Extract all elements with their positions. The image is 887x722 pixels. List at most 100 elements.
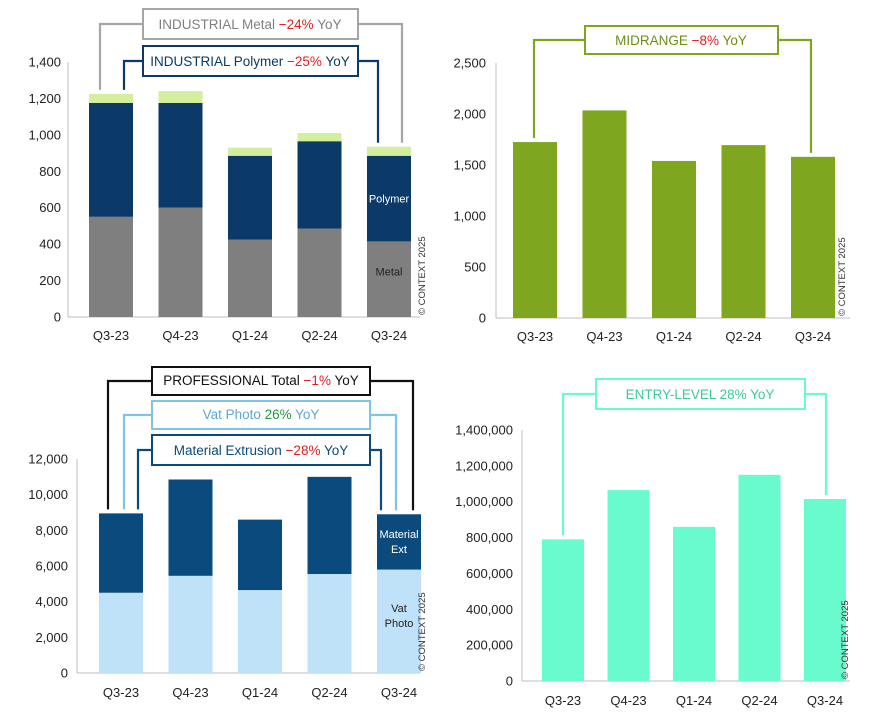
bar-segment	[89, 216, 133, 317]
bar-segment	[721, 145, 766, 318]
annotation-text: PROFESSIONAL Total −1% YoY	[163, 373, 359, 388]
annotation-bracket	[98, 22, 404, 143]
y-tick-label: 1,500	[453, 158, 486, 173]
bar-segment	[89, 102, 133, 217]
annotation-label: Vat Photo	[203, 407, 265, 422]
x-tick-label: Q4-23	[610, 693, 646, 708]
series-label: Material Ext	[379, 529, 418, 556]
y-tick-label: 2,000	[35, 630, 68, 645]
y-tick-label: 1,000	[28, 127, 61, 142]
x-tick-label: Q1-24	[676, 693, 712, 708]
x-tick-label: Q4-23	[586, 329, 622, 344]
y-tick-label: 1,000,000	[455, 494, 513, 509]
y-tick-label: 1,400,000	[455, 423, 513, 438]
chart-2: 0 500 1,000 1,500 2,000 2,500 Q3-23 Q4-23 Q1-24 Q…	[453, 25, 850, 344]
y-tick-label: 800	[39, 164, 61, 179]
annotation-label: ENTRY-LEVEL	[626, 387, 720, 402]
series-label-line: Ext	[391, 544, 407, 556]
x-tick-label: Q3-24	[371, 328, 407, 343]
y-tick-label: 600,000	[466, 566, 513, 581]
annotation-change: 28%	[720, 387, 747, 402]
x-tick-label: Q3-23	[517, 329, 553, 344]
annotation-box	[142, 8, 359, 40]
annotation-bracket	[561, 392, 828, 536]
annotation-text: Vat Photo 26% YoY	[203, 407, 320, 422]
bar-segment	[158, 102, 203, 208]
y-tick-label: 12,000	[28, 452, 68, 467]
bar-segment	[297, 141, 342, 229]
chart-3: 0 2,000 4,000 6,000 8,000 10,000 12,000 Q3-23 Q4…	[28, 366, 428, 700]
annotation-label: PROFESSIONAL Total	[163, 373, 303, 388]
bar-segment	[158, 91, 203, 103]
annotation-label: Material Extrusion	[174, 443, 286, 458]
annotation-change: −8%	[692, 33, 719, 48]
y-tick-label: 0	[479, 311, 486, 326]
copyright-label: © CONTEXT 2025	[417, 236, 428, 315]
bar-segment	[307, 476, 352, 575]
annotation-suffix: YoY	[322, 54, 350, 69]
bar-segment	[228, 155, 272, 240]
annotation-text: INDUSTRIAL Metal −24% YoY	[159, 17, 342, 32]
bar-segment	[542, 539, 584, 681]
bar-segment	[228, 239, 272, 317]
annotation-suffix: YoY	[292, 407, 320, 422]
x-tick-label: Q2-24	[301, 328, 337, 343]
x-tick-label: Q1-24	[656, 329, 692, 344]
x-tick-label: Q3-23	[103, 685, 139, 700]
annotation-label: INDUSTRIAL Polymer	[150, 54, 287, 69]
bar-segment	[582, 110, 627, 319]
annotation-change: −28%	[286, 443, 321, 458]
y-tick-label: 200	[39, 273, 61, 288]
y-tick-label: 400	[39, 237, 61, 252]
y-tick-label: 600	[39, 200, 61, 215]
annotation-text: Material Extrusion −28% YoY	[174, 443, 349, 458]
y-tick-label: 0	[506, 674, 513, 689]
y-tick-label: 2,000	[453, 107, 486, 122]
bar-segment	[652, 160, 696, 318]
series-label-line: Photo	[385, 618, 414, 630]
bar-segment	[238, 590, 282, 673]
series-label: Vat Photo	[385, 603, 414, 630]
annotation-box	[151, 400, 371, 430]
copyright-label: © CONTEXT 2025	[417, 592, 428, 671]
y-tick-label: 4,000	[35, 594, 68, 609]
y-tick-label: 0	[61, 666, 68, 681]
bar-segment	[168, 479, 213, 576]
copyright-label: © CONTEXT 2025	[837, 237, 848, 316]
series-label-line: Material	[379, 529, 418, 541]
bar-segment	[297, 228, 342, 317]
annotation-suffix: YoY	[314, 17, 342, 32]
annotation-change: −25%	[287, 54, 322, 69]
x-tick-label: Q3-23	[93, 328, 129, 343]
annotation-box	[151, 434, 371, 466]
bar-segment	[158, 207, 203, 317]
annotation-label: INDUSTRIAL Metal	[159, 17, 279, 32]
x-tick-label: Q1-24	[242, 685, 278, 700]
bar-segment	[673, 526, 715, 681]
y-tick-label: 1,400	[28, 55, 61, 70]
y-tick-label: 400,000	[466, 602, 513, 617]
annotation-bracket	[532, 38, 813, 153]
x-tick-label: Q3-23	[545, 693, 581, 708]
annotation-box	[151, 366, 371, 396]
series-label: Polymer	[369, 194, 410, 206]
annotation-text: INDUSTRIAL Polymer −25% YoY	[150, 54, 349, 69]
x-tick-label: Q2-24	[311, 685, 347, 700]
bar-segment	[607, 490, 650, 681]
x-tick-label: Q1-24	[232, 328, 268, 343]
y-tick-label: 1,200	[28, 91, 61, 106]
bar-segment	[367, 146, 411, 156]
y-tick-label: 1,000	[453, 209, 486, 224]
bar-segment	[367, 155, 411, 242]
bar-segment	[367, 241, 411, 317]
bar-segment	[99, 513, 143, 593]
y-tick-label: 500	[464, 260, 486, 275]
bar-segment	[168, 575, 213, 673]
annotation-box	[142, 45, 359, 77]
chart-4: 0 200,000 400,000 600,000 800,000 1,000,000 1,…	[455, 378, 851, 708]
annotation-box	[595, 378, 806, 410]
bar-segment	[89, 93, 133, 103]
annotation-suffix: YoY	[719, 33, 747, 48]
annotation-box	[584, 25, 779, 55]
bar-segment	[297, 133, 342, 142]
